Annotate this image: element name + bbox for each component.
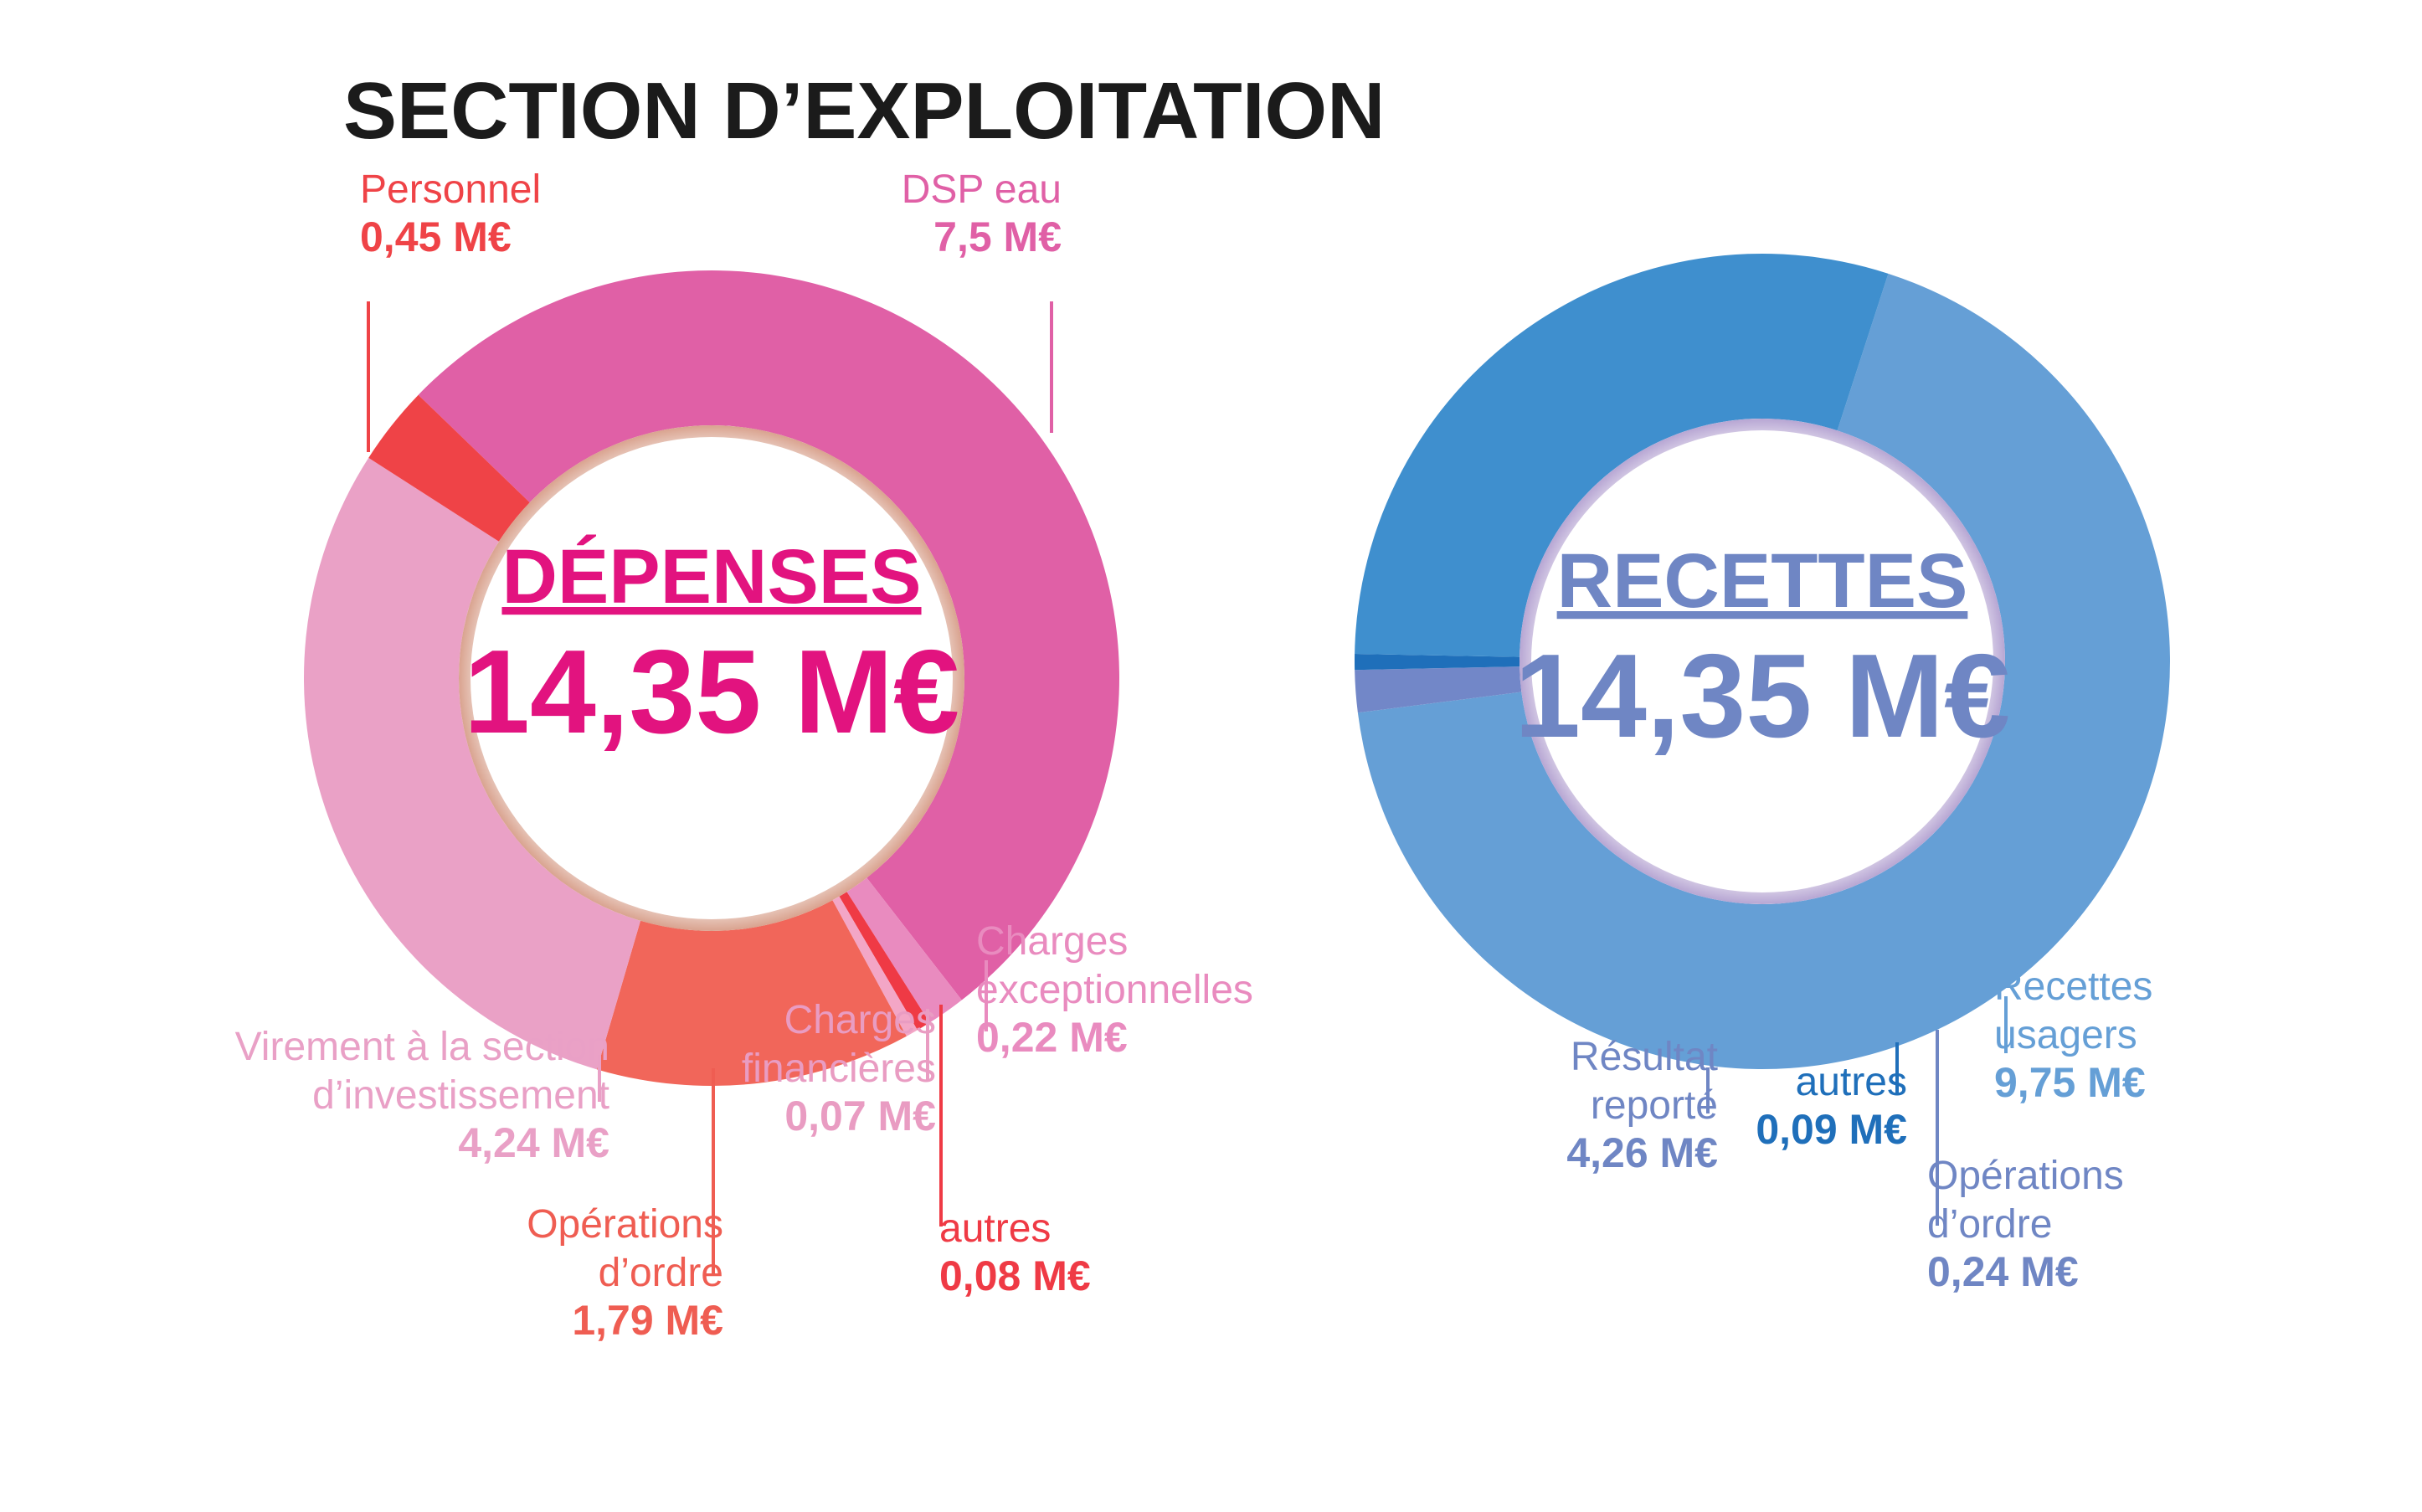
depenses-label-value: 4,24 M€ [458, 1119, 609, 1166]
depenses-label-value: 7,5 M€ [933, 213, 1062, 260]
depenses-label-name: Personnel [360, 167, 541, 212]
recettes-label-name: Résultat [1571, 1035, 1718, 1079]
recettes-label-value: 4,26 M€ [1566, 1129, 1718, 1176]
depenses-slice-charges-financieres [832, 896, 918, 1036]
page-title: SECTION D’EXPLOITATION [343, 66, 1385, 156]
depenses-center-title: DÉPENSES [501, 533, 921, 620]
depenses-label-name: DSP eau [902, 167, 1062, 212]
depenses-label-name: d’ordre [599, 1251, 723, 1295]
depenses-label-value: 0,07 M€ [784, 1093, 936, 1139]
depenses-label-name: Opérations [527, 1202, 723, 1247]
recettes-label-value: 0,09 M€ [1756, 1106, 1907, 1153]
depenses-label-name: Charges [784, 998, 936, 1042]
recettes-label-name: reporté [1591, 1083, 1718, 1128]
recettes-slice-autres [1355, 654, 1520, 671]
recettes-label-name: Opérations [1927, 1154, 2124, 1198]
depenses-center-total: 14,35 M€ [464, 625, 959, 759]
recettes-label-value: 9,75 M€ [1994, 1059, 2146, 1106]
depenses-slice-personnel [368, 394, 530, 542]
recettes-label-name: d’ordre [1927, 1202, 2052, 1247]
recettes-slice-resultat-reporte [1355, 254, 1889, 657]
recettes-center-total: 14,35 M€ [1514, 630, 2010, 763]
recettes-label-name: Recettes [1994, 964, 2152, 1009]
depenses-donut-hole-inner [471, 437, 953, 919]
depenses-slice-autres [839, 892, 930, 1031]
depenses-slice-charges-exceptionnelles [846, 877, 962, 1023]
depenses-label-virement-a-la-section-d-investissement: Virement à la sectiond’investissement4,2… [235, 1025, 609, 1166]
depenses-label-value: 1,79 M€ [572, 1297, 723, 1344]
depenses-label-value: 0,45 M€ [360, 213, 512, 260]
depenses-label-name: Charges [976, 919, 1128, 964]
depenses-slice-operations-d-ordre [596, 900, 907, 1086]
recettes-center-title: RECETTES [1557, 538, 1968, 624]
recettes-slice-operations-d-ordre [1355, 666, 1522, 713]
recettes-label-value: 0,24 M€ [1927, 1248, 2079, 1295]
recettes-donut-hole-inner [1531, 430, 1993, 892]
recettes-label-name: usagers [1994, 1013, 2137, 1057]
recettes-slice-recettes-usagers [1357, 273, 2170, 1070]
depenses-label-name: autres [939, 1206, 1051, 1251]
depenses-label-name: financières [742, 1047, 936, 1091]
depenses-slice-dsp-eau [418, 270, 1119, 1000]
recettes-label-name: autres [1796, 1060, 1907, 1104]
depenses-label-name: d’investissement [312, 1073, 609, 1118]
depenses-label-name: Virement à la section [235, 1025, 609, 1069]
depenses-label-value: 0,22 M€ [976, 1014, 1128, 1061]
depenses-label-value: 0,08 M€ [939, 1252, 1091, 1299]
depenses-slice-virement-a-la-section-d-investissement [303, 457, 641, 1070]
depenses-label-name: exceptionnelles [976, 968, 1253, 1012]
